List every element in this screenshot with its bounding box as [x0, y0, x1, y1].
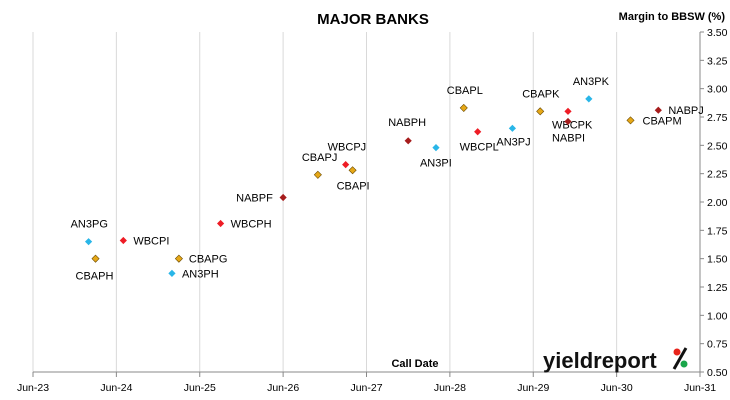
y-tick-label: 1.75 — [707, 225, 728, 237]
point-label: WBCPH — [231, 219, 272, 231]
y-tick-label: 2.00 — [707, 197, 728, 209]
y-tick-label: 0.75 — [707, 339, 728, 351]
data-point — [474, 128, 482, 136]
data-point — [564, 107, 572, 115]
data-point — [216, 219, 225, 228]
data-point — [508, 124, 517, 132]
point-label: CBAPK — [522, 88, 560, 100]
y-tick-label: 1.50 — [707, 254, 728, 266]
data-point — [626, 116, 635, 125]
data-point — [342, 161, 350, 169]
x-tick-label: Jun-23 — [17, 382, 49, 394]
data-point — [313, 170, 322, 179]
x-tick-label: Jun-24 — [100, 382, 132, 394]
point-label: WBCPJ — [328, 142, 367, 154]
point-label: AN3PK — [573, 76, 610, 88]
data-point — [174, 254, 183, 263]
y-tick-label: 2.50 — [707, 140, 728, 152]
y-tick-label: 3.25 — [707, 55, 728, 67]
point-label: AN3PG — [71, 219, 108, 231]
point-label: NABPH — [388, 117, 426, 129]
brand-percent-icon: % — [672, 347, 688, 370]
point-label: CBAPL — [447, 85, 483, 97]
brand-logo-text: yieldreport — [543, 348, 657, 373]
point-label: WBCPL — [460, 142, 499, 154]
data-point — [91, 254, 100, 263]
point-label: CBAPI — [337, 180, 370, 192]
x-tick-label: Jun-29 — [517, 382, 549, 394]
point-label: NABPJ — [668, 105, 703, 117]
x-axis-title: Call Date — [391, 358, 438, 370]
x-tick-label: Jun-26 — [267, 382, 299, 394]
data-point — [432, 144, 440, 152]
y-tick-label: 0.50 — [707, 367, 728, 379]
y-tick-label: 2.75 — [707, 112, 728, 124]
x-tick-label: Jun-28 — [434, 382, 466, 394]
point-label: NABPF — [236, 192, 273, 204]
y-tick-label: 3.50 — [707, 27, 728, 39]
y-tick-label: 1.25 — [707, 282, 728, 294]
point-label: WBCPK — [552, 119, 593, 131]
data-point — [459, 103, 468, 112]
x-tick-label: Jun-27 — [350, 382, 382, 394]
point-label: CBAPJ — [302, 152, 337, 164]
x-tick-label: Jun-31 — [684, 382, 716, 394]
chart-title: MAJOR BANKS — [317, 11, 429, 28]
point-label: NABPI — [552, 133, 585, 145]
data-point — [348, 166, 357, 175]
point-label: CBAPM — [643, 115, 682, 127]
data-point — [84, 238, 93, 246]
data-point — [654, 106, 662, 114]
point-label: CBAPH — [76, 271, 114, 283]
x-tick-label: Jun-30 — [601, 382, 633, 394]
x-tick-label: Jun-25 — [184, 382, 216, 394]
data-point — [404, 137, 412, 145]
y-tick-label: 1.00 — [707, 310, 728, 322]
point-label: AN3PJ — [496, 136, 530, 148]
data-point — [536, 107, 545, 116]
point-label: WBCPI — [133, 236, 169, 248]
y-axis-title: Margin to BBSW (%) — [619, 11, 726, 23]
point-label: AN3PI — [420, 158, 452, 170]
data-point — [279, 193, 287, 202]
data-point — [585, 95, 593, 103]
data-point — [119, 236, 127, 245]
point-label: CBAPG — [189, 254, 228, 266]
y-tick-label: 3.00 — [707, 84, 728, 96]
data-point — [564, 117, 572, 126]
y-tick-label: 2.25 — [707, 169, 728, 181]
point-label: AN3PH — [182, 268, 219, 280]
data-point — [168, 269, 176, 277]
